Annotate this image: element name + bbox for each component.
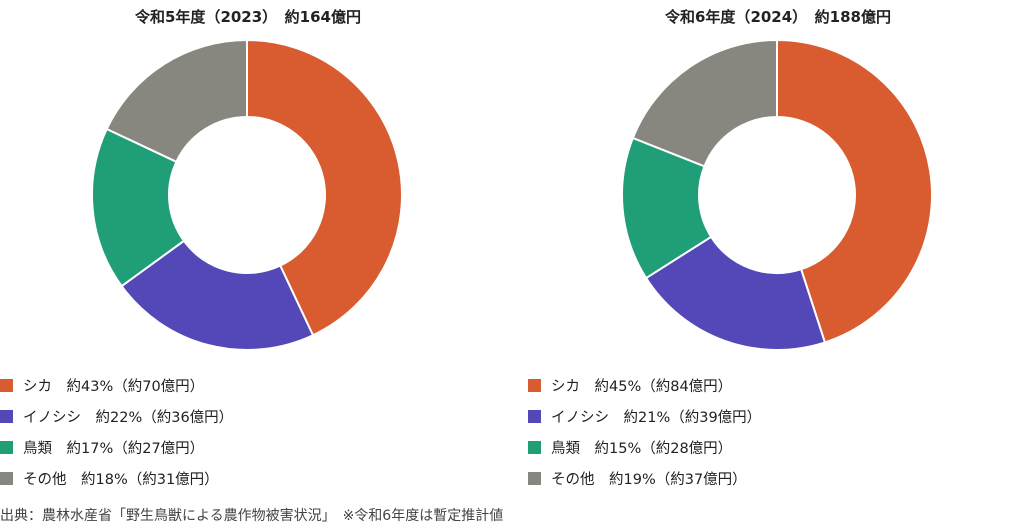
legend-item-other: その他 約19%（約37億円） — [528, 463, 988, 494]
legend-item-deer: シカ 約43%（約70億円） — [0, 370, 460, 401]
legend-item-boar: イノシシ 約22%（約36億円） — [0, 401, 460, 432]
slice-deer — [246, 38, 403, 337]
legend-item-deer: シカ 約45%（約84億円） — [528, 370, 988, 401]
legend-item-other: その他 約18%（約31億円） — [0, 463, 460, 494]
donut-chart-2023 — [91, 38, 403, 351]
legend-swatch-deer — [0, 379, 13, 392]
donut-chart-2024 — [621, 38, 933, 351]
slice-deer — [776, 38, 933, 344]
legend-2023: シカ 約43%（約70億円） イノシシ 約22%（約36億円） 鳥類 約17%（… — [0, 370, 460, 494]
legend-label-other: その他 約19%（約37億円） — [551, 472, 747, 488]
legend-swatch-boar — [0, 410, 13, 423]
chart-panel-2023: 令和5年度（2023） 約164億円 シカ 約43%（約70億円） イノシシ 約… — [0, 0, 512, 500]
legend-swatch-boar — [528, 410, 541, 423]
legend-label-boar: イノシシ 約22%（約36億円） — [23, 410, 234, 426]
legend-label-other: その他 約18%（約31億円） — [23, 472, 219, 488]
legend-item-birds: 鳥類 約17%（約27億円） — [0, 432, 460, 463]
legend-item-birds: 鳥類 約15%（約28億円） — [528, 432, 988, 463]
legend-swatch-other — [0, 472, 13, 485]
legend-2024: シカ 約45%（約84億円） イノシシ 約21%（約39億円） 鳥類 約15%（… — [528, 370, 988, 494]
chart-title-2024: 令和6年度（2024） 約188億円 — [665, 8, 891, 26]
legend-label-deer: シカ 約43%（約70億円） — [23, 379, 205, 395]
legend-label-birds: 鳥類 約17%（約27億円） — [23, 441, 205, 457]
legend-label-birds: 鳥類 約15%（約28億円） — [551, 441, 733, 457]
legend-swatch-other — [528, 472, 541, 485]
legend-label-boar: イノシシ 約21%（約39億円） — [551, 410, 762, 426]
legend-label-deer: シカ 約45%（約84億円） — [551, 379, 733, 395]
legend-swatch-birds — [528, 441, 541, 454]
slice-boar — [120, 239, 315, 351]
slice-other — [105, 38, 248, 164]
chart-panel-2024: 令和6年度（2024） 約188億円 シカ 約45%（約84億円） イノシシ 約… — [512, 0, 1024, 500]
chart-title-2023: 令和5年度（2023） 約164億円 — [135, 8, 361, 26]
legend-swatch-deer — [528, 379, 541, 392]
legend-item-boar: イノシシ 約21%（約39億円） — [528, 401, 988, 432]
source-note: 出典：農林水産省「野生鳥獣による農作物被害状況」 ※令和6年度は暫定推計値 — [0, 508, 504, 524]
slice-other — [631, 38, 778, 168]
slice-birds — [621, 136, 713, 280]
legend-swatch-birds — [0, 441, 13, 454]
slice-boar — [644, 235, 827, 351]
